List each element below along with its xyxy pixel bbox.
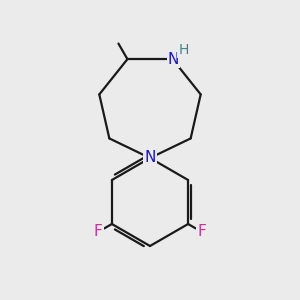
Text: N: N bbox=[144, 151, 156, 166]
Text: N: N bbox=[168, 52, 179, 67]
Text: F: F bbox=[94, 224, 102, 239]
Text: F: F bbox=[198, 224, 206, 239]
Text: H: H bbox=[178, 43, 189, 57]
